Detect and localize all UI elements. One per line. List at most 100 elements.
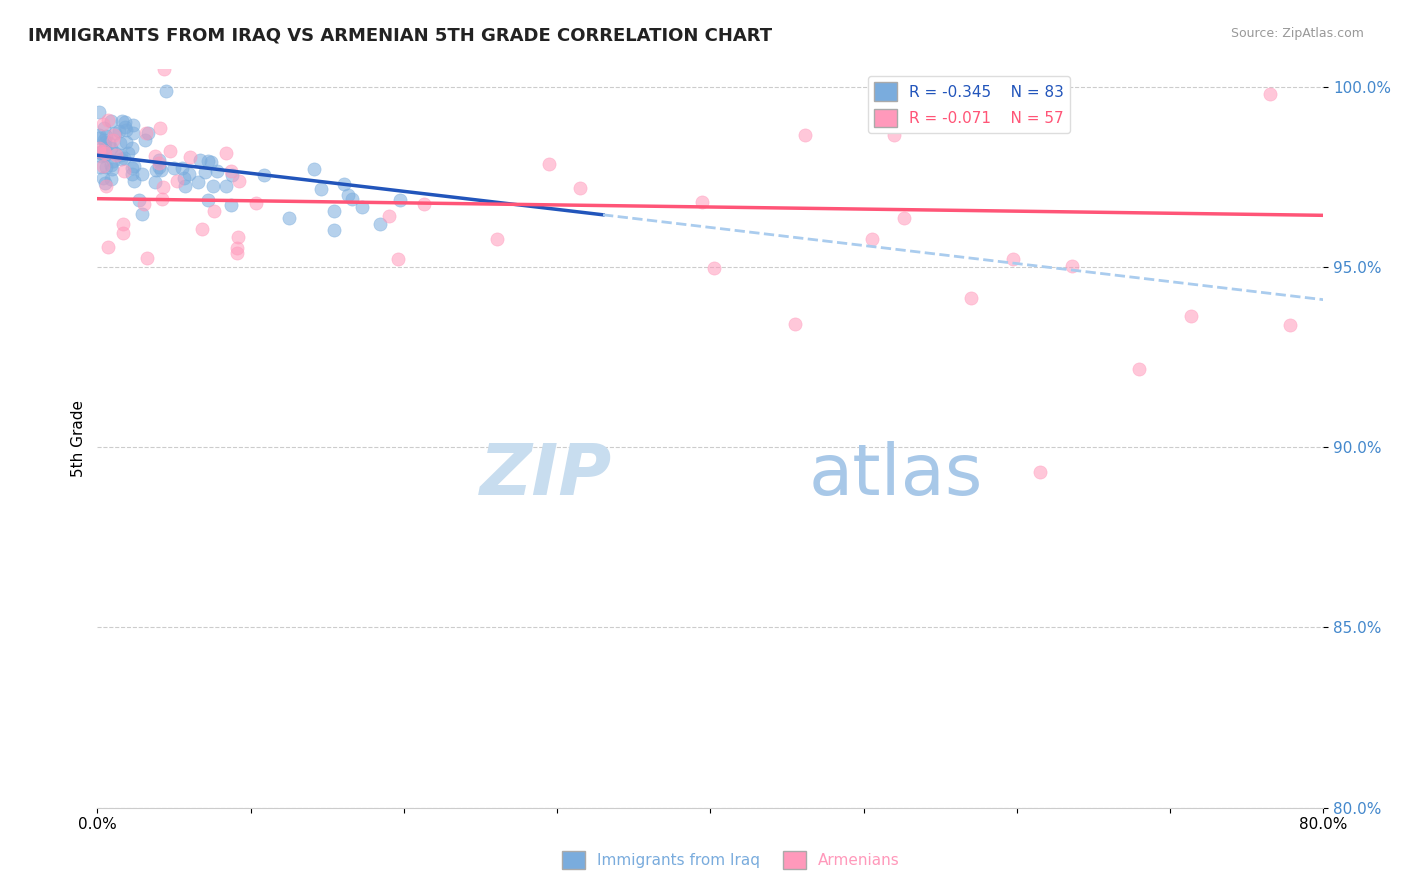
Point xyxy=(100,113,122,128)
Point xyxy=(122,159,145,173)
Point xyxy=(104,146,127,161)
Point xyxy=(115,135,138,149)
Point xyxy=(90,145,112,159)
Point xyxy=(207,163,229,178)
Point xyxy=(122,118,145,132)
Point xyxy=(128,193,150,207)
Point xyxy=(145,163,167,178)
Point xyxy=(149,163,172,178)
Point xyxy=(201,178,224,193)
Point xyxy=(131,167,153,181)
Point xyxy=(93,133,115,147)
Point xyxy=(94,128,117,143)
Point xyxy=(101,153,124,168)
Point xyxy=(152,179,174,194)
Point xyxy=(179,150,201,164)
Point xyxy=(117,146,139,161)
Point xyxy=(179,167,201,181)
Point xyxy=(111,217,134,231)
Point xyxy=(187,175,209,189)
Point xyxy=(332,177,354,191)
Point xyxy=(96,160,118,174)
Point xyxy=(190,222,212,236)
Point xyxy=(1279,318,1302,332)
Point xyxy=(860,232,883,246)
Point xyxy=(173,171,195,186)
Point xyxy=(690,194,713,209)
Point xyxy=(110,148,132,162)
Point xyxy=(200,154,222,169)
Point xyxy=(121,126,143,140)
Point xyxy=(388,193,411,207)
Point xyxy=(93,146,115,161)
Point xyxy=(309,181,332,195)
Point xyxy=(148,160,170,174)
Point xyxy=(103,128,125,142)
Point xyxy=(87,128,110,142)
Point xyxy=(131,207,153,221)
Point xyxy=(143,175,166,189)
Point xyxy=(115,122,138,136)
Point xyxy=(100,158,122,172)
Point xyxy=(87,141,110,155)
Point xyxy=(112,164,135,178)
Point xyxy=(132,196,155,211)
Point xyxy=(225,245,247,260)
Point xyxy=(883,128,905,142)
Point xyxy=(387,252,409,267)
Point xyxy=(111,226,134,240)
Text: IMMIGRANTS FROM IRAQ VS ARMENIAN 5TH GRADE CORRELATION CHART: IMMIGRANTS FROM IRAQ VS ARMENIAN 5TH GRA… xyxy=(28,27,772,45)
Point xyxy=(368,217,391,231)
Point xyxy=(93,160,115,174)
Point xyxy=(97,136,120,150)
Point xyxy=(215,179,238,194)
Point xyxy=(91,171,114,186)
Point xyxy=(228,174,250,188)
Point xyxy=(100,140,122,154)
Point xyxy=(89,161,111,175)
Point xyxy=(1001,252,1024,266)
Point xyxy=(323,223,346,237)
Point xyxy=(96,178,118,193)
Point xyxy=(89,131,111,145)
Point xyxy=(93,136,115,150)
Point xyxy=(121,167,143,181)
Point xyxy=(278,211,301,226)
Point xyxy=(122,174,145,188)
Text: Source: ZipAtlas.com: Source: ZipAtlas.com xyxy=(1230,27,1364,40)
Point xyxy=(703,260,725,275)
Point xyxy=(94,176,117,190)
Point xyxy=(1258,87,1281,101)
Point xyxy=(219,164,242,178)
Point xyxy=(221,168,243,182)
Text: atlas: atlas xyxy=(808,441,983,509)
Point xyxy=(245,195,267,210)
Point xyxy=(188,153,211,167)
Point xyxy=(159,144,181,158)
Point xyxy=(304,161,326,176)
Point xyxy=(225,240,247,254)
Point xyxy=(194,165,217,179)
Point xyxy=(97,113,120,128)
Point xyxy=(104,147,127,161)
Point xyxy=(170,161,193,176)
Point xyxy=(134,133,156,147)
Point xyxy=(114,120,136,134)
Point xyxy=(197,154,219,169)
Point xyxy=(104,126,127,140)
Point xyxy=(155,84,177,98)
Point xyxy=(323,203,346,218)
Point xyxy=(352,200,374,214)
Point xyxy=(1128,362,1150,376)
Point xyxy=(114,115,136,129)
Point xyxy=(538,157,561,171)
Point xyxy=(253,168,276,182)
Point xyxy=(412,197,434,211)
Point xyxy=(90,149,112,163)
Point xyxy=(226,230,249,244)
Text: ZIP: ZIP xyxy=(479,441,612,509)
Point xyxy=(91,117,114,131)
Point xyxy=(794,128,817,142)
Point xyxy=(94,141,117,155)
Point xyxy=(336,188,359,202)
